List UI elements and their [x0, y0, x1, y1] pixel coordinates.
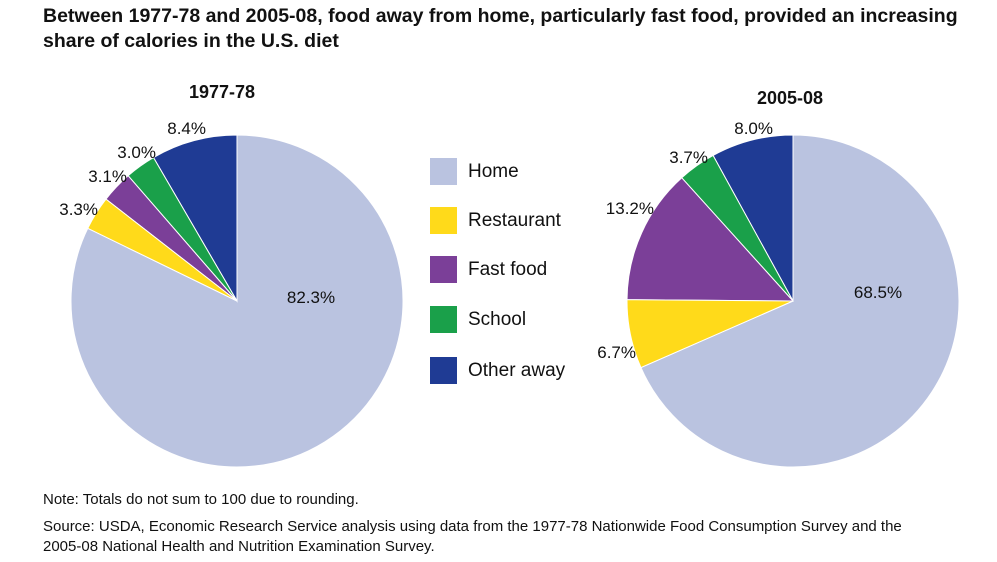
legend-swatch-home — [430, 158, 457, 185]
legend-swatch-fast-food — [430, 256, 457, 283]
slice-restaurant-2005-08 — [626, 299, 794, 369]
slice-label-fast-food-1977-78: 3.1% — [88, 167, 127, 186]
legend-swatch-restaurant — [430, 207, 457, 234]
legend-item-fast-food: Fast food — [430, 256, 610, 286]
legend-label-home: Home — [468, 161, 519, 182]
legend-item-school: School — [430, 306, 610, 336]
pie-2005-08: 2005-08 68.5% 6.7% 13.2% 3.7% 8.0% — [597, 88, 960, 468]
slice-restaurant-1977-78 — [87, 198, 238, 302]
legend-swatch-other-away — [430, 357, 457, 384]
legend-label-school: School — [468, 309, 527, 330]
legend-label-other-away: Other away — [468, 360, 566, 381]
slice-label-fast-food-2005-08: 13.2% — [606, 199, 654, 218]
slice-label-other-away-2005-08: 8.0% — [734, 119, 773, 138]
slice-label-home-2005-08: 68.5% — [854, 283, 902, 302]
legend-item-home: Home — [430, 158, 610, 188]
pie-title-1977-78: 1977-78 — [189, 82, 255, 102]
note: Note: Totals do not sum to 100 due to ro… — [43, 491, 359, 508]
chart-title: Between 1977-78 and 2005-08, food away f… — [43, 5, 958, 52]
slice-home-1977-78 — [70, 134, 404, 468]
slice-label-school-1977-78: 3.0% — [117, 143, 156, 162]
slice-label-restaurant-2005-08: 6.7% — [597, 343, 636, 362]
source: Source: USDA, Economic Research Service … — [43, 518, 902, 555]
pie-1977-78: 1977-78 82.3% 3.3% 3.1% 3.0% 8.4% — [59, 82, 404, 468]
legend-item-restaurant: Restaurant — [430, 207, 610, 237]
legend-label-fast-food: Fast food — [468, 259, 548, 280]
pie-title-2005-08: 2005-08 — [757, 88, 823, 108]
legend-item-other-away: Other away — [430, 357, 610, 387]
slice-label-home-1977-78: 82.3% — [287, 288, 335, 307]
slice-home-2005-08 — [640, 134, 960, 468]
legend-label-restaurant: Restaurant — [468, 210, 561, 231]
slice-label-other-away-1977-78: 8.4% — [167, 119, 206, 138]
slice-label-school-2005-08: 3.7% — [669, 148, 708, 167]
slice-fast-food-2005-08 — [626, 177, 795, 302]
slice-label-restaurant-1977-78: 3.3% — [59, 200, 98, 219]
legend-swatch-school — [430, 306, 457, 333]
slice-other-away-1977-78 — [152, 134, 238, 303]
